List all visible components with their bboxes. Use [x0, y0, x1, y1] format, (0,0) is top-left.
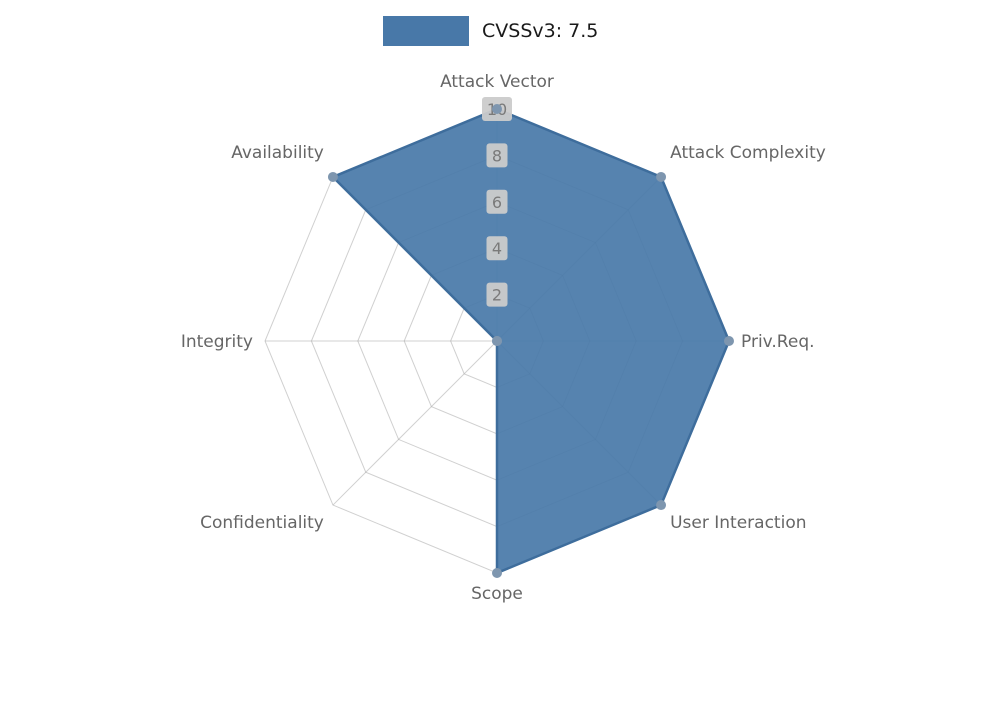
series-marker — [327, 171, 338, 182]
series-marker — [492, 336, 502, 346]
radial-tick-bg — [486, 189, 508, 214]
series-marker — [724, 336, 734, 346]
axis-label-priv-req: Priv.Req. — [741, 332, 815, 352]
legend-label[interactable]: CVSSv3: 7.5 — [482, 20, 599, 42]
legend[interactable]: CVSSv3: 7.5 — [383, 16, 598, 46]
radial-tick-label: 8 — [492, 146, 502, 165]
radial-tick-label: 4 — [492, 239, 502, 258]
series-marker — [656, 171, 667, 182]
axis-label-availability: Availability — [231, 143, 324, 163]
series-marker — [492, 568, 502, 578]
axis-label-attack-complexity: Attack Complexity — [670, 143, 826, 163]
radial-tick-bg — [486, 236, 508, 261]
series-marker — [656, 500, 667, 511]
radial-tick-bg — [486, 282, 508, 307]
series-polygon — [331, 107, 731, 575]
axis-label-confidentiality: Confidentiality — [200, 513, 324, 533]
radial-tick-label: 6 — [492, 193, 502, 212]
axis-label-user-interaction: User Interaction — [670, 513, 806, 533]
axis-label-integrity: Integrity — [181, 332, 253, 352]
grid-spoke — [332, 340, 498, 506]
radial-tick-label: 2 — [492, 286, 502, 305]
series-marker — [492, 104, 502, 114]
radial-tick-bg — [486, 143, 508, 168]
legend-swatch-icon[interactable] — [383, 16, 469, 46]
axis-label-scope: Scope — [471, 584, 523, 604]
axis-label-attack-vector: Attack Vector — [440, 72, 554, 92]
